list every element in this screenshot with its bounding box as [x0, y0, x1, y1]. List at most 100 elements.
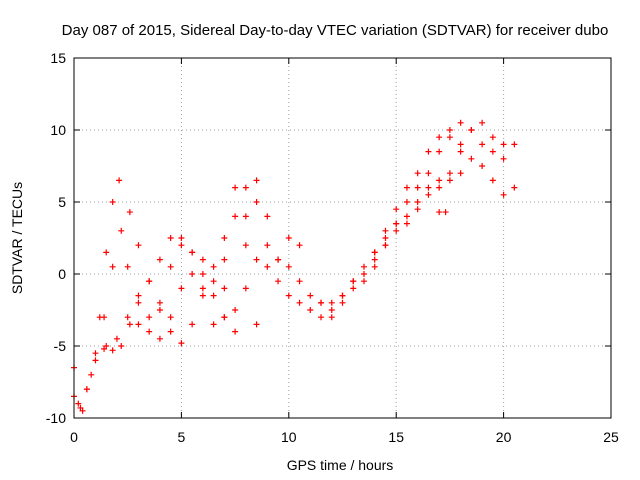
y-tick-label: 10: [50, 122, 66, 138]
data-point: [479, 119, 486, 126]
data-point: [135, 242, 142, 249]
data-point: [339, 299, 346, 306]
data-point: [178, 235, 185, 241]
data-point: [221, 235, 228, 241]
data-point: [360, 278, 367, 285]
data-point: [479, 141, 486, 148]
data-point: [109, 347, 116, 354]
data-point: [109, 199, 116, 205]
data-point: [457, 141, 464, 148]
data-point: [425, 148, 432, 155]
axis-ticks: 0 5 10 15 20 25 -10 -5 0 5 10 15: [46, 50, 619, 445]
data-point: [446, 127, 453, 133]
data-point: [371, 263, 378, 270]
data-point: [500, 155, 507, 162]
data-point: [285, 292, 292, 299]
chart-title: Day 087 of 2015, Sidereal Day-to-day VTE…: [62, 22, 609, 39]
data-point: [113, 335, 120, 342]
data-point: [328, 307, 335, 313]
data-point: [103, 343, 110, 349]
data-point: [242, 184, 249, 191]
data-point: [126, 321, 133, 328]
data-point: [210, 292, 217, 299]
data-point: [468, 127, 475, 133]
data-point: [414, 184, 421, 191]
data-point: [436, 209, 443, 216]
data-point: [457, 170, 464, 177]
data-point: [403, 220, 410, 227]
data-point: [156, 335, 163, 342]
data-point: [253, 256, 260, 263]
data-point: [511, 141, 518, 148]
x-tick-label: 5: [178, 429, 186, 445]
data-point: [403, 184, 410, 191]
data-point: [414, 206, 421, 213]
data-point: [425, 170, 432, 177]
data-point: [253, 199, 260, 205]
data-point: [126, 209, 133, 216]
data-point: [511, 184, 518, 191]
data-point: [167, 263, 174, 270]
data-point: [232, 184, 239, 191]
x-tick-label: 0: [70, 429, 78, 445]
data-point: [210, 278, 217, 285]
data-point: [457, 148, 464, 155]
data-point: [199, 271, 206, 277]
data-point: [109, 263, 116, 270]
data-point: [221, 285, 228, 292]
data-point: [489, 134, 496, 141]
data-point: [457, 119, 464, 126]
data-point: [210, 263, 217, 270]
y-tick-label: -5: [54, 338, 67, 354]
x-tick-label: 10: [281, 429, 297, 445]
data-point: [189, 321, 196, 328]
data-point: [360, 271, 367, 277]
y-tick-label: -10: [46, 410, 66, 426]
data-point: [135, 292, 142, 299]
series-trace-5: [221, 134, 507, 321]
series-trace-4: [103, 119, 518, 349]
data-point: [328, 299, 335, 306]
data-point: [446, 170, 453, 177]
data-point: [442, 209, 449, 216]
data-point: [489, 148, 496, 155]
series-trace-8: [436, 209, 449, 216]
data-point: [96, 314, 103, 321]
data-point: [199, 256, 206, 263]
data-point: [221, 256, 228, 263]
data-point: [393, 206, 400, 213]
data-point: [242, 242, 249, 249]
data-point: [436, 177, 443, 184]
data-point: [253, 177, 260, 184]
data-point: [446, 177, 453, 184]
data-point: [92, 350, 99, 357]
data-point: [339, 292, 346, 299]
data-point: [221, 314, 228, 321]
data-point: [489, 177, 496, 184]
series-trace-6: [318, 119, 518, 306]
data-point: [210, 321, 217, 328]
data-point: [436, 148, 443, 155]
data-point: [500, 141, 507, 148]
data-point: [103, 249, 110, 256]
data-point: [83, 386, 90, 393]
data-point: [307, 292, 314, 299]
grid-lines: [74, 58, 611, 418]
data-point: [75, 400, 82, 407]
y-tick-label: 5: [58, 194, 66, 210]
data-point: [285, 263, 292, 270]
data-point: [264, 263, 271, 270]
y-axis-label: SDTVAR / TECUs: [9, 182, 25, 294]
data-point: [296, 299, 303, 306]
data-point: [146, 314, 153, 321]
data-point: [500, 191, 507, 198]
data-point: [318, 299, 325, 306]
data-point: [403, 199, 410, 205]
data-point: [135, 321, 142, 328]
series-trace-3: [75, 235, 260, 407]
data-point: [92, 357, 99, 364]
data-point: [446, 134, 453, 141]
data-point: [393, 220, 400, 227]
y-tick-label: 15: [50, 50, 66, 66]
